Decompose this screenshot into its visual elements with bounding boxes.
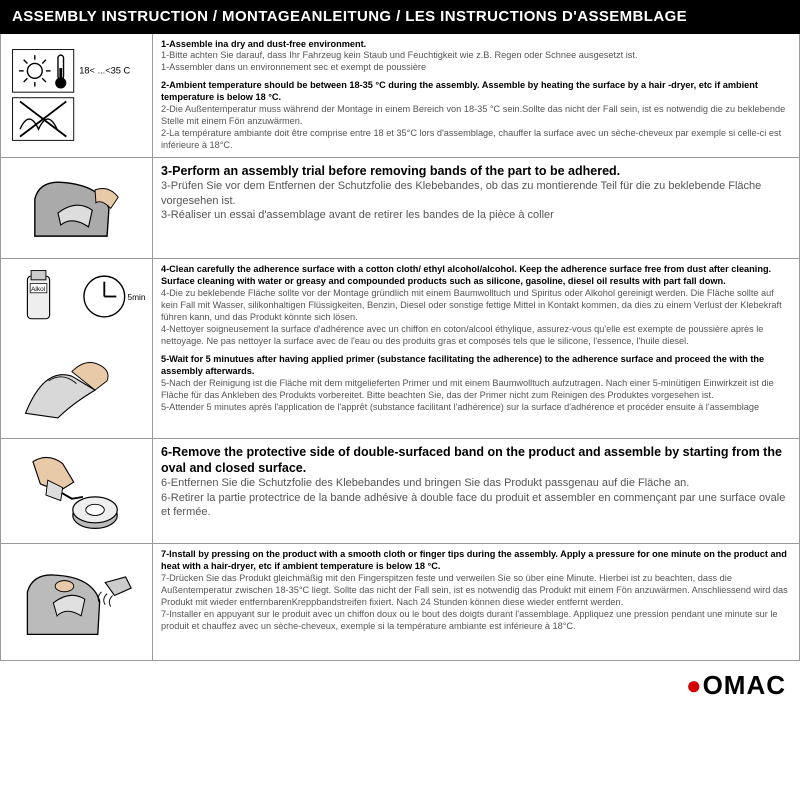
icon-clean-wait: Alkol 5min: [1, 259, 153, 438]
step-de: 4-Die zu beklebende Fläche sollte vor de…: [161, 288, 791, 324]
temp-range-label: 18< ...<35 C: [79, 66, 130, 76]
table-row: 7-Install by pressing on the product wit…: [1, 544, 799, 660]
step: 6-Remove the protective side of double-s…: [161, 444, 791, 519]
step-en: 1-Assemble ina dry and dust-free environ…: [161, 39, 791, 51]
text-cell: 6-Remove the protective side of double-s…: [153, 439, 799, 543]
step-en: 7-Install by pressing on the product wit…: [161, 549, 791, 573]
icon-sun-thermometer: 18< ...<35 C: [1, 34, 153, 158]
step-en: 4-Clean carefully the adherence surface …: [161, 264, 791, 288]
step-fr: 1-Assembler dans un environnement sec et…: [161, 62, 791, 74]
table-row: 18< ...<35 C 1-Assemble ina dry and dust…: [1, 34, 799, 159]
step: 1-Assemble ina dry and dust-free environ…: [161, 39, 791, 75]
step: 7-Install by pressing on the product wit…: [161, 549, 791, 633]
step: 5-Wait for 5 minutues after having appli…: [161, 354, 791, 414]
step-en: 3-Perform an assembly trial before remov…: [161, 163, 791, 179]
step-de: 5-Nach der Reinigung ist die Fläche mit …: [161, 378, 791, 402]
step-de: 7-Drücken Sie das Produkt gleichmäßig mi…: [161, 573, 791, 609]
5min-label: 5min: [127, 292, 145, 302]
step-de: 6-Entfernen Sie die Schutzfolie des Kleb…: [161, 476, 791, 490]
table-row: Alkol 5min 4-Clean carefully the adheren…: [1, 259, 799, 439]
step-fr: 6-Retirer la partie protectrice de la ba…: [161, 491, 791, 520]
table-row: 6-Remove the protective side of double-s…: [1, 439, 799, 544]
table-row: 3-Perform an assembly trial before remov…: [1, 158, 799, 259]
text-cell: 3-Perform an assembly trial before remov…: [153, 158, 799, 258]
step-fr: 7-Installer en appuyant sur le produit a…: [161, 609, 791, 633]
brand-logo: ●OMAC: [0, 661, 800, 709]
step-fr: 3-Réaliser un essai d'assemblage avant d…: [161, 208, 791, 222]
logo-dot-icon: ●: [686, 670, 703, 700]
icon-seat-fitting: [1, 158, 153, 258]
logo-text: OMAC: [703, 670, 786, 700]
step-fr: 5-Attender 5 minutes après l'application…: [161, 402, 791, 414]
icon-remove-tape: [1, 439, 153, 543]
step-en: 6-Remove the protective side of double-s…: [161, 444, 791, 477]
step: 4-Clean carefully the adherence surface …: [161, 264, 791, 348]
page-title: ASSEMBLY INSTRUCTION / MONTAGEANLEITUNG …: [0, 0, 800, 34]
text-cell: 1-Assemble ina dry and dust-free environ…: [153, 34, 799, 158]
step-de: 3-Prüfen Sie vor dem Entfernen der Schut…: [161, 179, 791, 208]
text-cell: 7-Install by pressing on the product wit…: [153, 544, 799, 660]
step-fr: 4-Nettoyer soigneusement la surface d'ad…: [161, 324, 791, 348]
step: 3-Perform an assembly trial before remov…: [161, 163, 791, 222]
step-fr: 2-La température ambiante doit être comp…: [161, 128, 791, 152]
step-en: 5-Wait for 5 minutues after having appli…: [161, 354, 791, 378]
icon-press-heat: [1, 544, 153, 660]
step-en: 2-Ambient temperature should be between …: [161, 80, 791, 104]
step: 2-Ambient temperature should be between …: [161, 80, 791, 152]
instruction-table: 18< ...<35 C 1-Assemble ina dry and dust…: [0, 34, 800, 661]
text-cell: 4-Clean carefully the adherence surface …: [153, 259, 799, 438]
step-de: 2-Die Außentemperatur muss während der M…: [161, 104, 791, 128]
alkol-label: Alkol: [31, 286, 45, 293]
step-de: 1-Bitte achten Sie darauf, dass Ihr Fahr…: [161, 50, 791, 62]
